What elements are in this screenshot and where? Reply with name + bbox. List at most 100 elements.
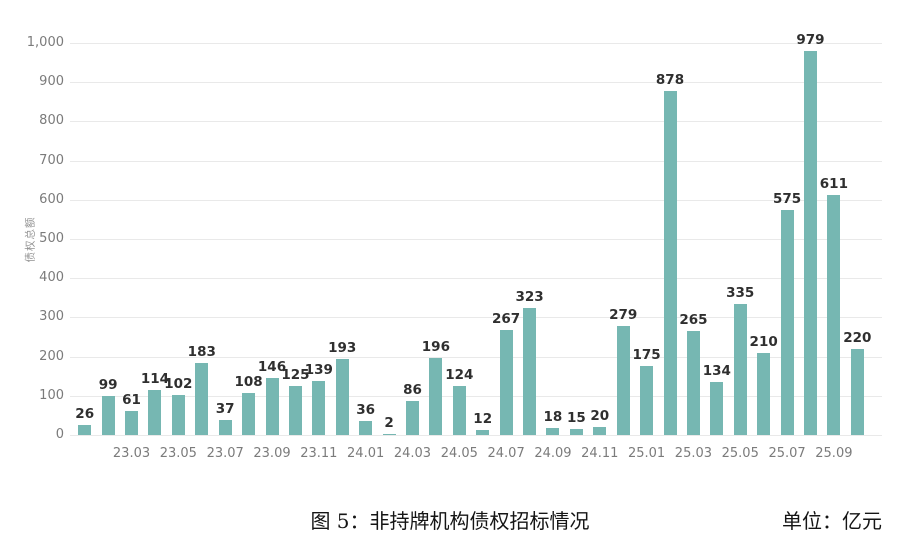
x-tick-label: 25.01 [627,446,666,461]
x-tick-label: 25.03 [674,446,713,461]
bar [405,401,419,435]
bar-value-label: 196 [421,339,450,356]
x-tick-label: 24.03 [393,446,432,461]
x-tick-label: 25.05 [721,446,759,461]
y-tick-label: 300 [39,309,64,325]
bar [218,420,232,435]
bar [78,424,92,435]
bar [569,429,583,435]
bar-value-label: 265 [679,312,708,329]
bar [335,359,349,435]
y-tick-label: 1,000 [26,35,64,50]
bar-value-label: 175 [632,347,661,364]
bar [827,195,841,435]
x-tick-label: 23.03 [112,446,151,461]
bar-value-label: 139 [304,361,333,378]
bar-value-label: 210 [749,333,778,350]
gridline [70,121,882,123]
bar [171,395,185,435]
bar [148,390,162,435]
bar [242,392,256,435]
bar-value-label: 124 [445,367,474,384]
y-tick-label: 700 [39,152,64,168]
bar [499,330,513,435]
bar [265,377,279,435]
gridline [70,356,882,358]
bar-value-label: 102 [164,376,193,393]
bar [546,427,560,435]
bar [640,366,654,435]
x-tick-label: 24.01 [347,446,385,461]
bar-value-label: 220 [843,329,872,346]
bar [359,420,373,435]
bar [476,430,490,435]
gridline [70,317,882,319]
bar-value-label: 86 [403,382,422,399]
bar-value-label: 2 [384,415,394,431]
y-tick-label: 400 [39,270,64,286]
bar-value-label: 37 [215,401,235,418]
x-tick-label: 25.07 [768,446,806,461]
bar [593,427,607,435]
gridline [70,239,882,240]
x-tick-label: 24.09 [534,446,572,461]
x-tick-label: 24.11 [581,446,619,461]
x-tick-label: 23.09 [253,446,291,461]
bar [663,90,677,435]
bar [452,386,466,435]
bar-value-label: 183 [187,344,216,361]
bar-value-label: 323 [515,289,544,306]
bar-value-label: 878 [655,71,685,88]
bar-value-label: 18 [543,408,563,425]
gridline [70,82,882,84]
bar [733,303,747,435]
bar [616,325,630,435]
y-tick-label: 600 [39,191,64,207]
y-tick-label: 0 [55,427,64,442]
bar-value-label: 26 [75,405,95,422]
y-tick-label: 900 [39,74,64,90]
gridline [70,160,882,162]
x-tick-label: 25.09 [815,446,853,461]
gridline [70,278,882,280]
bar [686,331,700,435]
x-tick-label: 24.07 [487,446,525,461]
gridline [70,395,882,397]
bar [803,51,817,435]
y-tick-label: 100 [39,387,64,403]
bar [288,386,302,435]
bar-value-label: 134 [702,363,731,380]
bar-value-label: 575 [772,190,802,207]
bar-value-label: 15 [566,410,586,427]
bar-value-label: 125 [281,367,310,383]
bar-value-label: 193 [328,340,357,357]
x-tick-label: 23.07 [206,446,244,461]
bar [195,363,209,435]
bar-value-label: 267 [492,311,521,328]
bar [710,382,724,435]
bar-value-label: 979 [796,32,825,49]
bar-value-label: 114 [140,371,170,388]
gridline [70,199,882,201]
x-tick-label: 23.11 [300,446,338,461]
y-tick-label: 200 [39,348,64,364]
bar-value-label: 36 [356,401,376,418]
bar [125,411,139,435]
bar-value-label: 12 [473,411,493,428]
bar [850,348,864,435]
gridline [70,435,882,436]
y-tick-label: 800 [39,113,64,129]
bar-value-label: 611 [819,176,848,193]
x-tick-label: 23.05 [159,446,197,461]
bar-value-label: 20 [590,408,610,425]
bar [780,209,794,435]
unit-label: 单位：亿元 [782,509,882,533]
y-tick-label: 500 [39,231,64,246]
bar-value-label: 61 [122,392,141,409]
bar-value-label: 99 [98,377,118,394]
bar [523,308,537,435]
figure-caption-title: 图 5：非持牌机构债权招标情况 [310,509,590,533]
bar [382,434,396,435]
